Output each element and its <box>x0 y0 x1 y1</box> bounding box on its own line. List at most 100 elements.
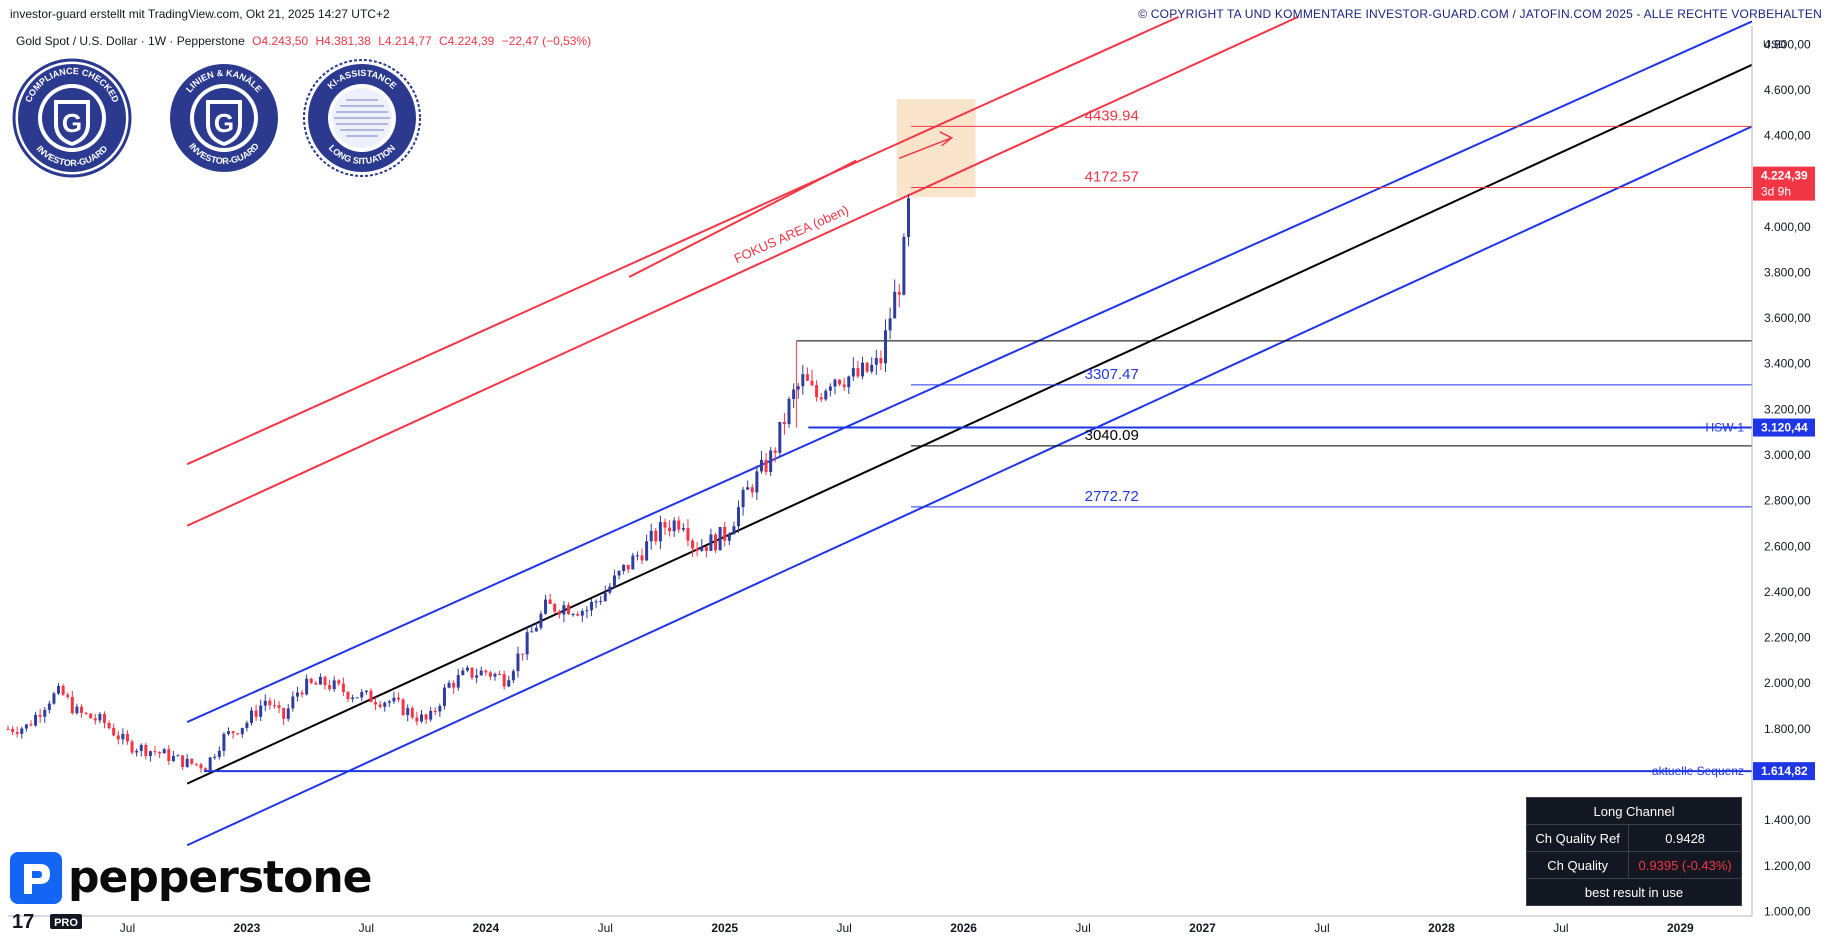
candle-body <box>190 758 194 764</box>
candle-body <box>272 705 276 707</box>
candle-body <box>782 421 786 425</box>
candle-body <box>750 487 754 493</box>
candle-body <box>691 540 695 549</box>
candle-body <box>98 714 102 721</box>
candle-body <box>714 534 718 551</box>
candle-body <box>475 675 479 678</box>
y-tick-label: 4.600,00 <box>1764 83 1811 97</box>
candle-body <box>171 755 175 761</box>
candle-body <box>645 541 649 561</box>
candle-body <box>167 749 171 761</box>
plot-area <box>8 26 1752 916</box>
candle-body <box>130 741 134 753</box>
candle-body <box>433 710 437 712</box>
x-tick-label: 2026 <box>950 921 977 935</box>
x-tick-label: 2023 <box>234 921 261 935</box>
candle-body <box>360 692 364 698</box>
x-tick-label: Jul <box>120 921 135 935</box>
candle-body <box>686 528 690 541</box>
candle-body <box>796 386 800 390</box>
candle-body <box>43 709 47 717</box>
candle-body <box>11 729 15 733</box>
series-name: HSW-1 <box>1706 421 1745 435</box>
candle-body <box>507 680 511 687</box>
candle-body <box>801 374 805 387</box>
candle-body <box>282 707 286 719</box>
candle-body <box>847 376 851 388</box>
x-tick-label: 2028 <box>1428 921 1455 935</box>
legend-close: C4.224,39 <box>438 34 495 48</box>
candle-body <box>723 527 727 541</box>
x-tick-label: 2027 <box>1189 921 1216 935</box>
symbol-legend[interactable]: Gold Spot / U.S. Dollar · 1W · Peppersto… <box>16 34 591 48</box>
candle-body <box>332 680 336 690</box>
price-tag-label: 3.120,44 <box>1761 421 1808 435</box>
candle-body <box>534 627 538 632</box>
y-tick-label: 3.600,00 <box>1764 311 1811 325</box>
candle-body <box>158 752 162 754</box>
candle-body <box>346 692 350 700</box>
candle-body <box>672 520 676 532</box>
candle-body <box>544 599 548 614</box>
table-row: Ch Quality 0.9395 (-0.43%) <box>1525 851 1742 879</box>
candle-body <box>631 555 635 570</box>
candle-body <box>378 704 382 707</box>
x-tick-label: Jul <box>836 921 851 935</box>
candle-body <box>447 682 451 688</box>
currency-label: USD <box>1763 39 1786 51</box>
candle-body <box>176 755 180 757</box>
candle-body <box>34 714 38 726</box>
candle-body <box>488 672 492 677</box>
x-tick-label: Jul <box>359 921 374 935</box>
candle-body <box>562 605 566 615</box>
candle-body <box>61 685 65 695</box>
candle-body <box>718 527 722 551</box>
shield-g-icon: G COMPLIANCE CHECKED INVESTOR-GUARD <box>12 58 132 178</box>
candle-body <box>658 522 662 542</box>
y-tick-label: 4.400,00 <box>1764 129 1811 143</box>
focus-guide-line <box>628 159 857 278</box>
level-label: 3040.09 <box>1085 427 1139 444</box>
candle-body <box>259 705 263 717</box>
level-label: 3307.47 <box>1085 366 1139 383</box>
x-tick-label: 2025 <box>711 921 738 935</box>
candle-body <box>810 380 814 386</box>
candle-body <box>415 717 419 722</box>
copyright-text: © COPYRIGHT TA UND KOMMENTARE INVESTOR-G… <box>1138 7 1822 21</box>
candle-body <box>902 236 906 295</box>
y-tick-label: 1.000,00 <box>1764 904 1811 918</box>
table-footer: best result in use <box>1526 878 1742 906</box>
channel-line <box>186 63 1753 785</box>
candle-body <box>217 750 221 757</box>
channel-line <box>186 125 1753 847</box>
y-tick-label: 1.400,00 <box>1764 813 1811 827</box>
candle-body <box>424 714 428 720</box>
candle-body <box>741 489 745 508</box>
candle-body <box>194 763 198 765</box>
candle-body <box>139 744 143 751</box>
channel-line <box>186 15 1180 466</box>
candle-body <box>419 714 423 722</box>
price-tag <box>1753 418 1815 437</box>
pepperstone-logo: pepperstone <box>10 852 372 904</box>
candle-body <box>112 728 116 736</box>
candle-body <box>328 685 332 690</box>
legend-open: O4.243,50 <box>252 34 309 48</box>
candle-body <box>502 674 506 687</box>
candle-body <box>121 733 125 740</box>
price-tag-label: 4.224,39 <box>1761 169 1808 183</box>
candle-body <box>374 702 378 705</box>
row-value: 0.9395 (-0.43%) <box>1628 851 1742 879</box>
candle-body <box>213 756 217 758</box>
candle-body <box>107 722 111 729</box>
candle-body <box>144 744 148 756</box>
y-tick-label: 1.800,00 <box>1764 722 1811 736</box>
candle-body <box>47 703 51 710</box>
candle-body <box>387 701 391 703</box>
candle-body <box>851 368 855 377</box>
candle-body <box>695 548 699 551</box>
candle-body <box>364 690 368 693</box>
tradingview-logo[interactable]: 17 PRO <box>12 910 84 933</box>
candle-body <box>135 750 139 753</box>
